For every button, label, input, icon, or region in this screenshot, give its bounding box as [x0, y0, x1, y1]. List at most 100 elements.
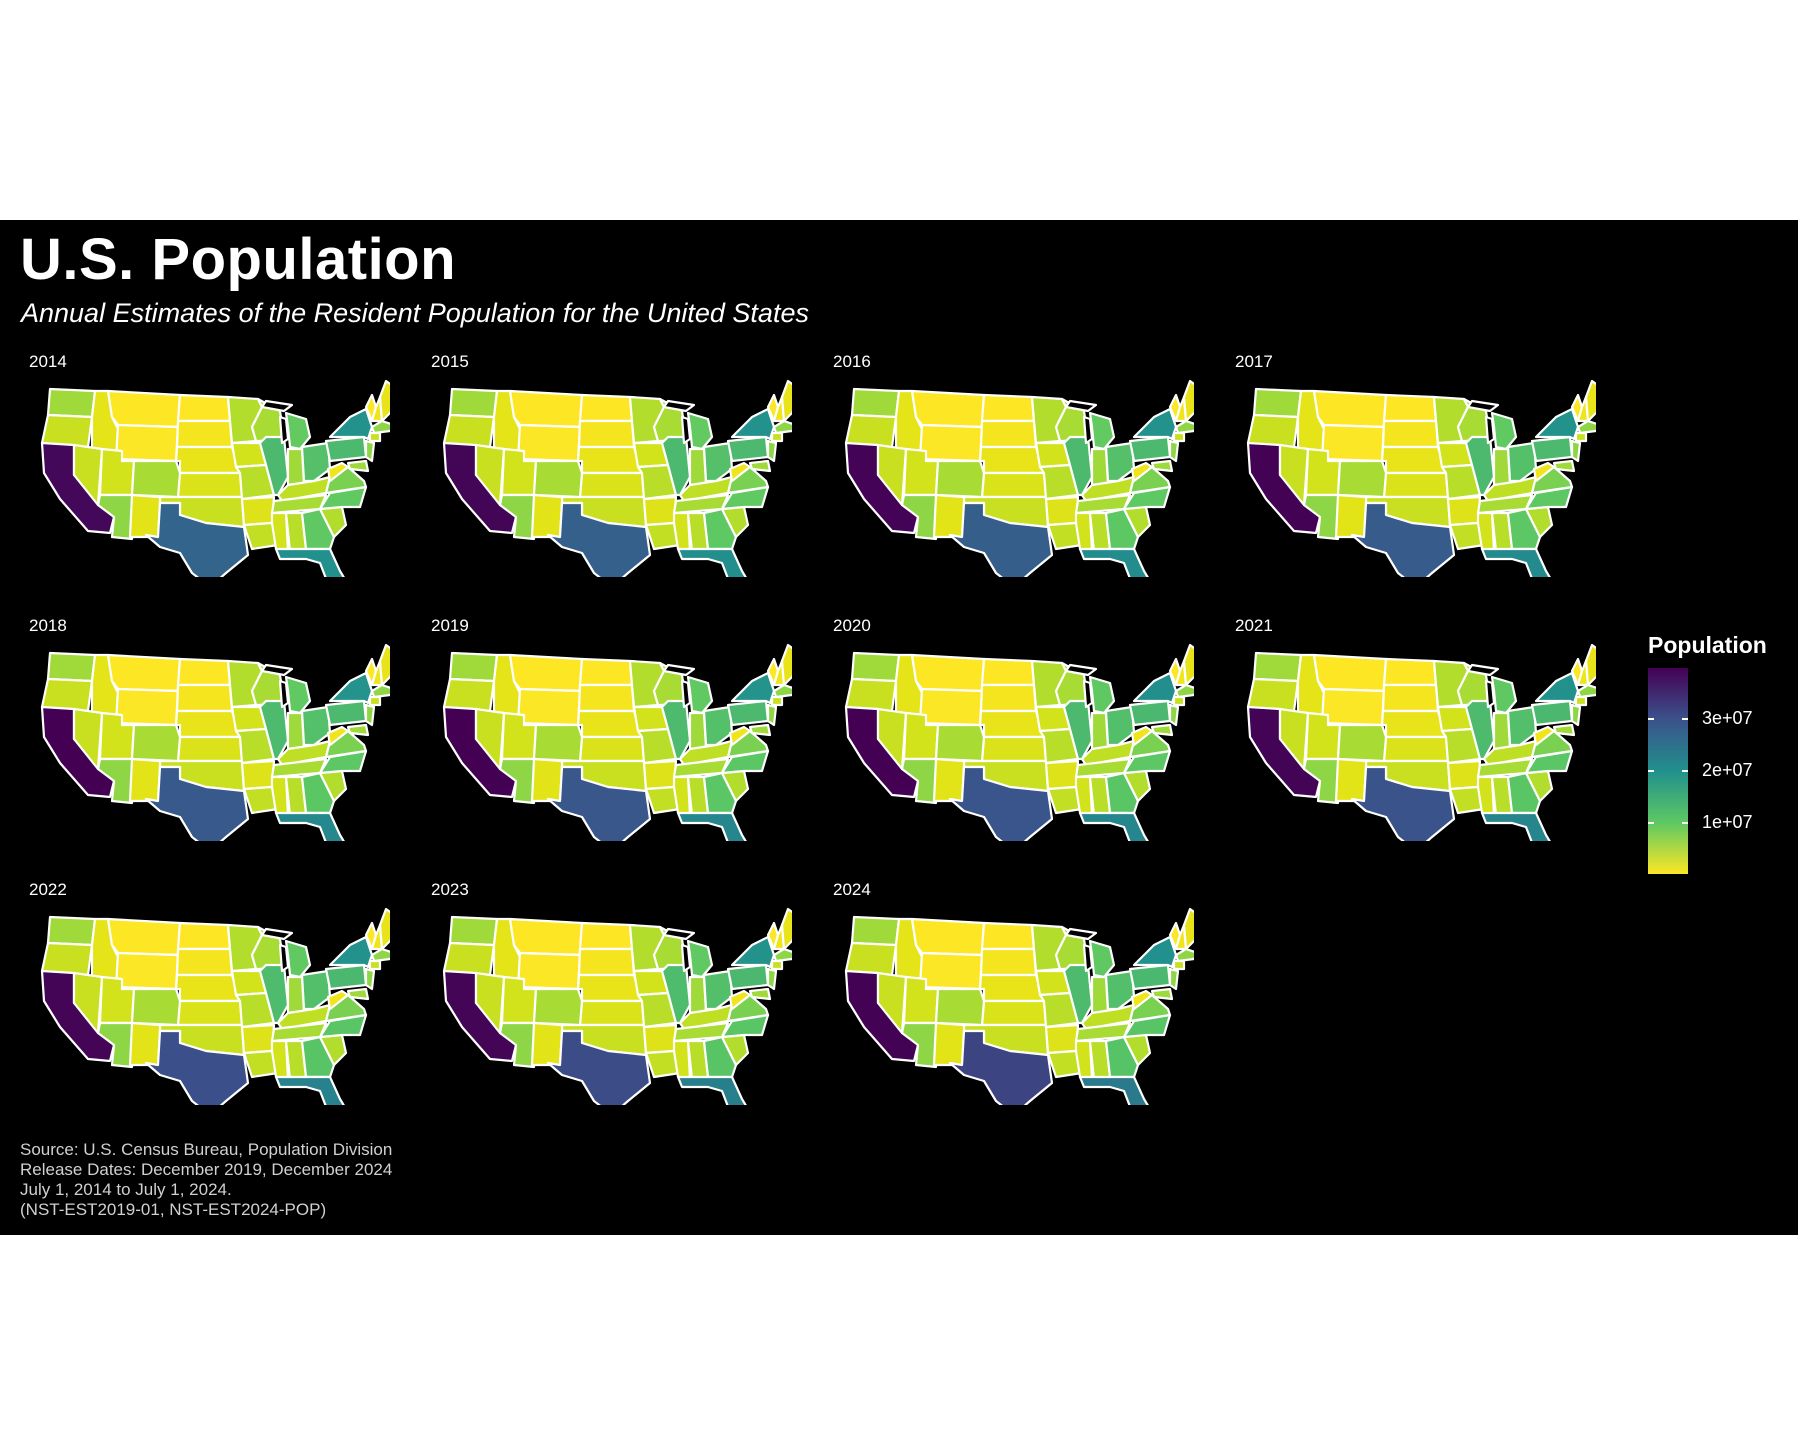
state-nj [1570, 439, 1582, 463]
state-ga [300, 507, 336, 551]
state-nj [1168, 967, 1180, 991]
state-oh [300, 441, 332, 483]
us-map [1246, 643, 1596, 841]
state-or [442, 941, 496, 977]
state-oh [1506, 705, 1538, 747]
state-oh [1104, 441, 1136, 483]
state-me [1584, 379, 1596, 423]
state-nd [578, 393, 634, 423]
state-ks [176, 735, 244, 763]
us-map [1246, 379, 1596, 577]
state-wy [1320, 687, 1386, 727]
state-sd [1381, 683, 1440, 713]
source-caption: Source: U.S. Census Bureau, Population D… [20, 1140, 392, 1220]
state-il [1062, 435, 1094, 497]
state-nm [932, 1021, 966, 1067]
facet-label: 2019 [431, 616, 469, 635]
state-co [130, 459, 182, 499]
state-ct [1574, 431, 1588, 443]
state-ga [300, 1035, 336, 1079]
state-az [1302, 757, 1342, 805]
state-tx [1350, 765, 1456, 841]
state-or [1246, 677, 1300, 713]
state-co [532, 987, 584, 1027]
facet-label: 2017 [1235, 352, 1273, 371]
state-wy [918, 951, 984, 991]
state-az [498, 493, 538, 541]
us-map [844, 379, 1194, 577]
state-il [660, 963, 692, 1025]
state-pa [324, 699, 368, 727]
state-wa [850, 651, 901, 683]
state-wa [1252, 387, 1303, 419]
us-map [844, 907, 1194, 1105]
state-il [258, 963, 290, 1025]
state-nj [364, 967, 376, 991]
state-ks [980, 999, 1048, 1027]
state-nc [720, 749, 770, 775]
facet-label: 2020 [833, 616, 871, 635]
lake-superior [1466, 663, 1500, 677]
facet-panel-2017: 2017 [1226, 352, 1606, 592]
state-ar [642, 495, 678, 527]
state-tx [546, 501, 652, 577]
state-mi [1088, 675, 1116, 715]
state-nc [318, 485, 368, 511]
state-md [1150, 459, 1174, 473]
state-il [1464, 699, 1496, 761]
state-or [1246, 413, 1300, 449]
caption-line: (NST-EST2019-01, NST-EST2024-POP) [20, 1200, 327, 1219]
state-ne [174, 445, 242, 475]
state-ny [730, 935, 776, 969]
facet-panel-2018: 2018 [20, 616, 400, 856]
state-me [1584, 643, 1596, 687]
state-mi [1088, 411, 1116, 451]
state-ga [1104, 507, 1140, 551]
state-az [900, 493, 940, 541]
state-mi [1490, 675, 1518, 715]
state-or [40, 941, 94, 977]
state-pa [1530, 699, 1574, 727]
state-ar [1044, 1023, 1080, 1055]
state-wa [448, 387, 499, 419]
state-nc [1524, 485, 1574, 511]
legend-tick-label: 1e+07 [1702, 812, 1753, 832]
state-ma [370, 419, 390, 435]
state-mt [508, 917, 584, 957]
state-ga [702, 507, 738, 551]
state-tx [948, 501, 1054, 577]
state-ma [1174, 683, 1194, 699]
state-ne [978, 973, 1046, 1003]
state-sd [175, 683, 234, 713]
state-fl [1078, 547, 1149, 577]
state-wv [728, 989, 752, 1011]
state-mt [910, 653, 986, 693]
state-nm [530, 757, 564, 803]
state-wy [516, 951, 582, 991]
state-ar [1044, 495, 1080, 527]
state-ar [1446, 759, 1482, 791]
state-oh [1104, 705, 1136, 747]
state-or [40, 677, 94, 713]
state-ne [978, 445, 1046, 475]
state-wa [46, 651, 97, 683]
state-mi [686, 675, 714, 715]
lake-superior [1064, 399, 1098, 413]
state-me [780, 907, 792, 951]
state-md [346, 987, 370, 1001]
lake-superior [1064, 927, 1098, 941]
state-fl [1078, 1075, 1149, 1105]
state-ma [1174, 947, 1194, 963]
state-tx [144, 501, 250, 577]
state-nj [364, 439, 376, 463]
state-nd [176, 393, 232, 423]
state-pa [1128, 699, 1172, 727]
legend-tick-label: 2e+07 [1702, 760, 1753, 780]
state-co [934, 459, 986, 499]
state-ct [368, 431, 382, 443]
facet-label: 2022 [29, 880, 67, 899]
state-il [1062, 699, 1094, 761]
state-sd [175, 419, 234, 449]
state-fl [274, 547, 345, 577]
state-me [378, 907, 390, 951]
